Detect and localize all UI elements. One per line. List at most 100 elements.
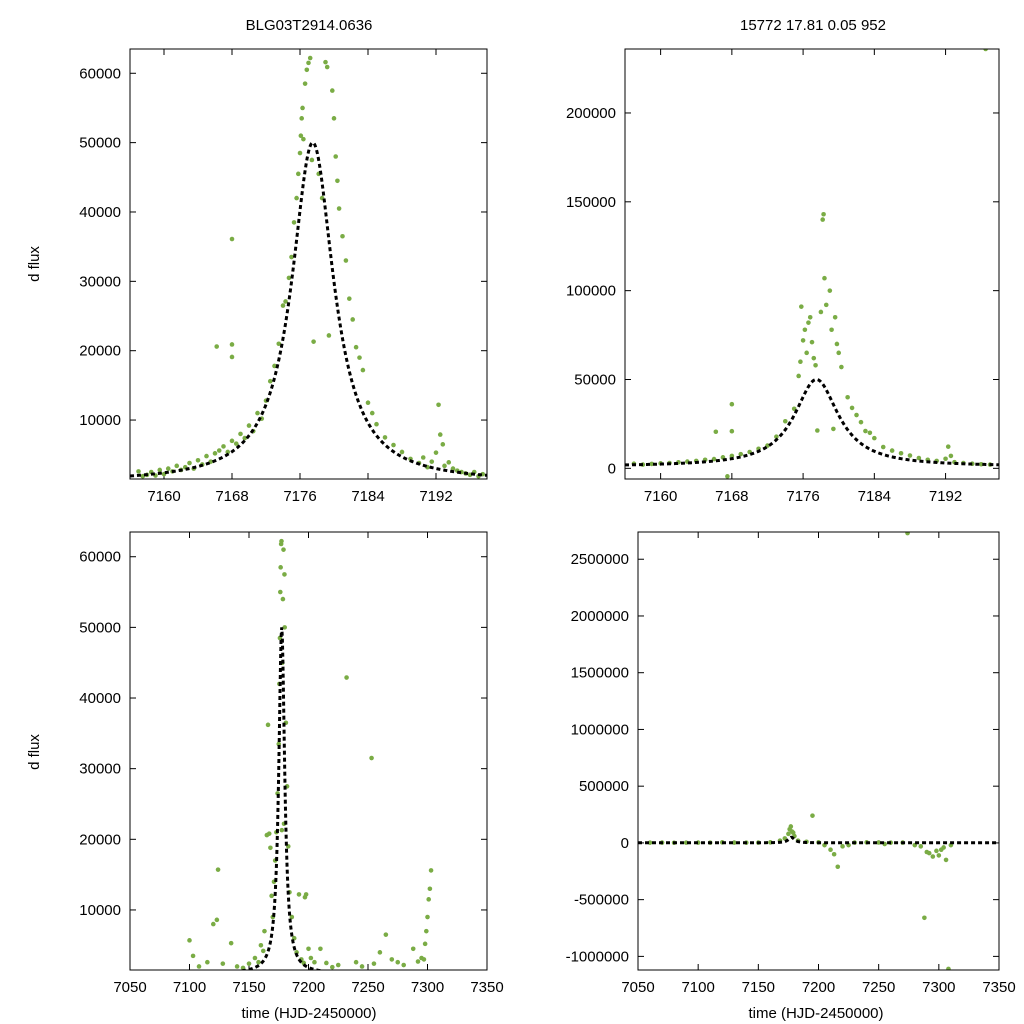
data-points (187, 538, 434, 970)
y-tick-label: 500000 (579, 778, 629, 795)
data-point (214, 917, 220, 923)
data-point (301, 136, 306, 142)
data-point (246, 423, 252, 428)
data-point (729, 428, 735, 434)
data-point (831, 426, 836, 432)
panel-bottom-left: 7050 7100 7150 7200 7250 7300 7350 10000 20000 30… (79, 531, 504, 996)
data-point (429, 459, 435, 464)
y-tick-label: 30000 (79, 761, 121, 778)
data-point (187, 938, 192, 943)
data-point (216, 448, 222, 453)
data-point (335, 962, 341, 968)
data-point (311, 339, 316, 344)
data-point (312, 959, 317, 965)
data-point (353, 344, 359, 350)
data-point (880, 444, 886, 450)
data-point (286, 275, 292, 281)
data-point (289, 914, 295, 920)
data-point (344, 675, 349, 680)
data-point (849, 405, 855, 411)
chart-title-right: 15772 17.81 0.05 952 (740, 17, 886, 34)
data-point (807, 315, 813, 320)
data-point (818, 309, 824, 315)
data-point (229, 342, 235, 347)
data-point (228, 940, 234, 946)
data-point (195, 457, 201, 463)
data-point (333, 154, 339, 159)
data-point (835, 864, 841, 870)
y-tick-label: 50000 (574, 371, 616, 388)
data-point (821, 211, 826, 217)
data-point (324, 960, 329, 966)
data-point (918, 844, 924, 849)
data-point (395, 959, 401, 965)
data-point (140, 473, 146, 479)
data-point (922, 915, 927, 921)
x-tick-label: 7168 (215, 488, 248, 505)
data-point (436, 402, 441, 408)
data-point (279, 827, 285, 833)
data-points (136, 55, 486, 479)
y-tick-label: 0 (608, 460, 616, 477)
data-point (294, 195, 299, 201)
data-point (281, 547, 286, 552)
data-points (647, 532, 954, 970)
data-point (788, 824, 794, 829)
data-point (282, 572, 287, 577)
x-tick-label: 7150 (232, 979, 265, 996)
data-point (711, 456, 717, 462)
data-point (823, 302, 829, 308)
x-axis-title-right: time (HJD-2450000) (748, 1005, 883, 1022)
x-tick-label: 7250 (862, 979, 895, 996)
y-tick-label: 60000 (79, 549, 121, 566)
data-point (948, 453, 954, 459)
data-point (943, 857, 949, 863)
data-point (238, 431, 243, 437)
data-point (983, 49, 988, 52)
data-point (802, 327, 808, 333)
data-point (233, 441, 239, 446)
x-tick-label: 7250 (351, 979, 384, 996)
x-tick-label: 7150 (742, 979, 775, 996)
data-point (377, 950, 383, 955)
data-point (211, 921, 216, 927)
data-point (331, 116, 337, 121)
model-curve (625, 377, 999, 467)
data-point (225, 449, 231, 455)
data-point (867, 430, 873, 436)
data-point (347, 296, 352, 301)
data-point (357, 355, 362, 360)
x-tick-label: 7184 (858, 488, 891, 505)
y-tick-label: 40000 (79, 204, 121, 221)
data-point (876, 840, 881, 845)
data-point (266, 831, 272, 836)
data-point (916, 455, 922, 461)
data-point (800, 338, 806, 343)
x-axis-title-left: time (HJD-2450000) (241, 1005, 376, 1022)
data-point (340, 233, 345, 239)
y-tick-label: 1500000 (571, 665, 629, 682)
data-point (782, 418, 788, 424)
data-point (943, 456, 948, 462)
data-point (255, 410, 260, 416)
data-point (815, 428, 820, 433)
data-point (306, 946, 311, 952)
panels-group: 7160 7168 7176 7184 7192 10000 20000 30000 40000… (79, 48, 1016, 996)
data-point (649, 461, 655, 467)
y-tick-label: 1000000 (571, 721, 629, 738)
data-point (839, 364, 844, 370)
data-point (446, 460, 452, 465)
data-point (215, 867, 221, 872)
data-point (941, 845, 946, 850)
data-point (401, 962, 407, 968)
data-point (242, 435, 248, 441)
plot-frame (129, 531, 488, 971)
data-point (278, 589, 283, 595)
data-point (229, 354, 235, 360)
data-point (214, 344, 219, 349)
y-tick-label: 10000 (79, 902, 121, 919)
x-tick-label: 7350 (982, 979, 1015, 996)
y-tick-label: 2500000 (571, 551, 629, 568)
data-point (946, 966, 951, 970)
data-point (336, 206, 342, 211)
